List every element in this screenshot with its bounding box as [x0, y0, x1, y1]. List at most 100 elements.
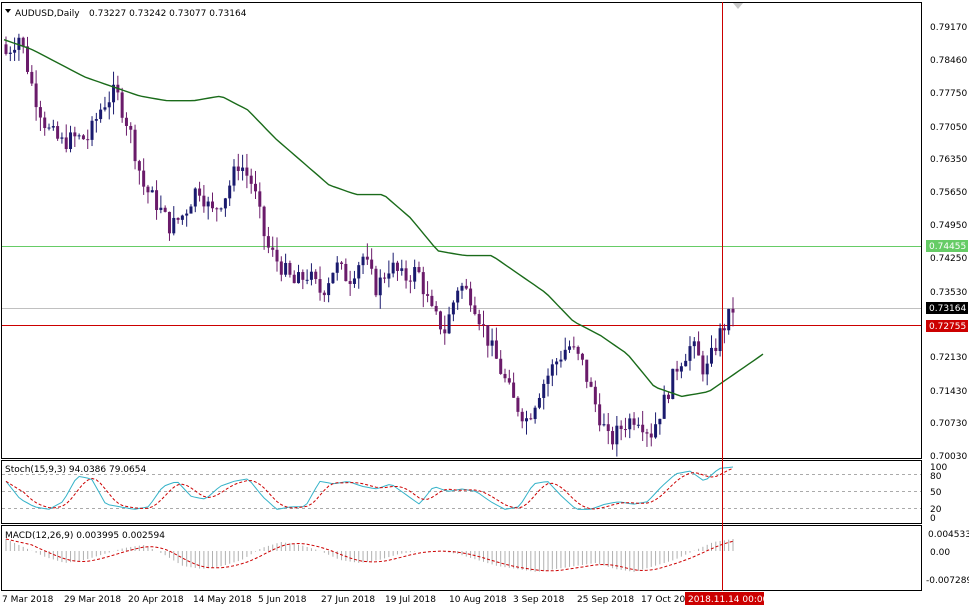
price-tick: 0.70730: [930, 419, 967, 429]
candle-body: [598, 404, 602, 426]
candle-body: [77, 135, 81, 137]
candle-body: [344, 263, 348, 282]
time-tick: 25 Sep 2018: [577, 595, 634, 605]
macd-level-label: -0.007289: [926, 576, 969, 586]
candle-body: [395, 262, 399, 271]
candle-body: [352, 278, 356, 284]
candle-body: [30, 71, 34, 84]
macd-level-label: 0.00: [930, 548, 950, 558]
stoch-level-label: 100: [930, 463, 947, 473]
time-tick: 10 Aug 2018: [449, 595, 507, 605]
macd-panel-frame: [1, 525, 922, 591]
candle-body: [623, 429, 627, 431]
time-tick: 17 Oct 20: [641, 595, 685, 605]
candle-body: [438, 311, 442, 330]
candle-body: [563, 349, 567, 360]
candle-body: [370, 259, 374, 269]
candle-body: [688, 346, 692, 361]
candle-body: [387, 273, 391, 279]
red-line-price-text: 0.72755: [929, 322, 966, 332]
candle-body: [245, 167, 249, 176]
candle-body: [365, 256, 369, 260]
candle-body: [460, 285, 464, 291]
price-tick: 0.74950: [930, 221, 967, 231]
candle-body: [361, 256, 365, 266]
candle-body: [357, 265, 361, 279]
candle-body: [305, 279, 309, 281]
candle-body: [21, 37, 25, 47]
candle-body: [262, 206, 266, 237]
candle-body: [671, 368, 675, 400]
candle-body: [692, 341, 696, 347]
candle-body: [159, 207, 163, 210]
candle-body: [464, 285, 468, 289]
candle-body: [60, 137, 64, 139]
candle-body: [236, 166, 240, 171]
candle-body: [56, 126, 60, 139]
candle-body: [198, 188, 202, 196]
candle-body: [383, 277, 387, 279]
candle-body: [546, 375, 550, 384]
candle-body: [456, 290, 460, 303]
price-tick: 0.79170: [930, 23, 967, 33]
candle-body: [494, 340, 498, 359]
candle-body: [576, 346, 580, 354]
candle-body: [86, 139, 90, 141]
candle-body: [258, 191, 262, 207]
candle-body: [589, 381, 593, 387]
time-tick: 14 May 2018: [193, 595, 252, 605]
candle-body: [309, 271, 313, 280]
candle-body: [13, 49, 17, 53]
candle-body: [142, 170, 146, 187]
candle-body: [701, 355, 705, 375]
candle-body: [167, 211, 171, 234]
macd-signal-line: [5, 538, 734, 572]
candle-body: [473, 305, 477, 315]
candle-body: [322, 292, 326, 296]
candle-body: [469, 288, 473, 306]
candle-body: [481, 324, 485, 326]
candle-body: [129, 125, 133, 130]
candle-body: [404, 268, 408, 281]
time-tick: 29 Mar 2018: [64, 595, 121, 605]
candle-body: [133, 129, 137, 162]
dropdown-arrow-icon[interactable]: [5, 9, 11, 13]
price-tick: 0.71430: [930, 387, 967, 397]
candle-body: [210, 201, 214, 209]
candle-body: [611, 431, 615, 445]
shift-marker-icon[interactable]: [733, 3, 743, 9]
candle-body: [124, 117, 128, 126]
time-tick: 3 Sep 2018: [513, 595, 565, 605]
candle-body: [163, 207, 167, 212]
candle-body: [477, 314, 481, 325]
candle-body: [34, 83, 38, 108]
stoch-level-label: 50: [930, 488, 942, 498]
candle-body: [254, 183, 258, 192]
candle-body: [8, 52, 12, 54]
price-tick: 0.78460: [930, 56, 967, 66]
candle-body: [288, 262, 292, 275]
candle-body: [279, 261, 283, 275]
candle-body: [645, 432, 649, 434]
candle-body: [193, 188, 197, 207]
candle-body: [69, 132, 73, 149]
candle-body: [503, 373, 507, 379]
candle-body: [81, 135, 85, 140]
candle-body: [146, 186, 150, 193]
moving-average-line: [3, 39, 764, 398]
candle-body: [99, 109, 103, 120]
price-tick: 0.74250: [930, 254, 967, 264]
candle-body: [714, 347, 718, 352]
candle-body: [490, 340, 494, 346]
candle-body: [533, 407, 537, 420]
candle-body: [340, 262, 344, 264]
red-line-price-tag: [926, 320, 968, 332]
candle-body: [400, 268, 404, 271]
stoch-signal-line: [5, 467, 734, 510]
candle-body: [709, 347, 713, 364]
candles-group: [4, 33, 735, 457]
candle-body: [4, 44, 8, 54]
candle-body: [615, 425, 619, 445]
crosshair-time-tag: [685, 592, 764, 605]
